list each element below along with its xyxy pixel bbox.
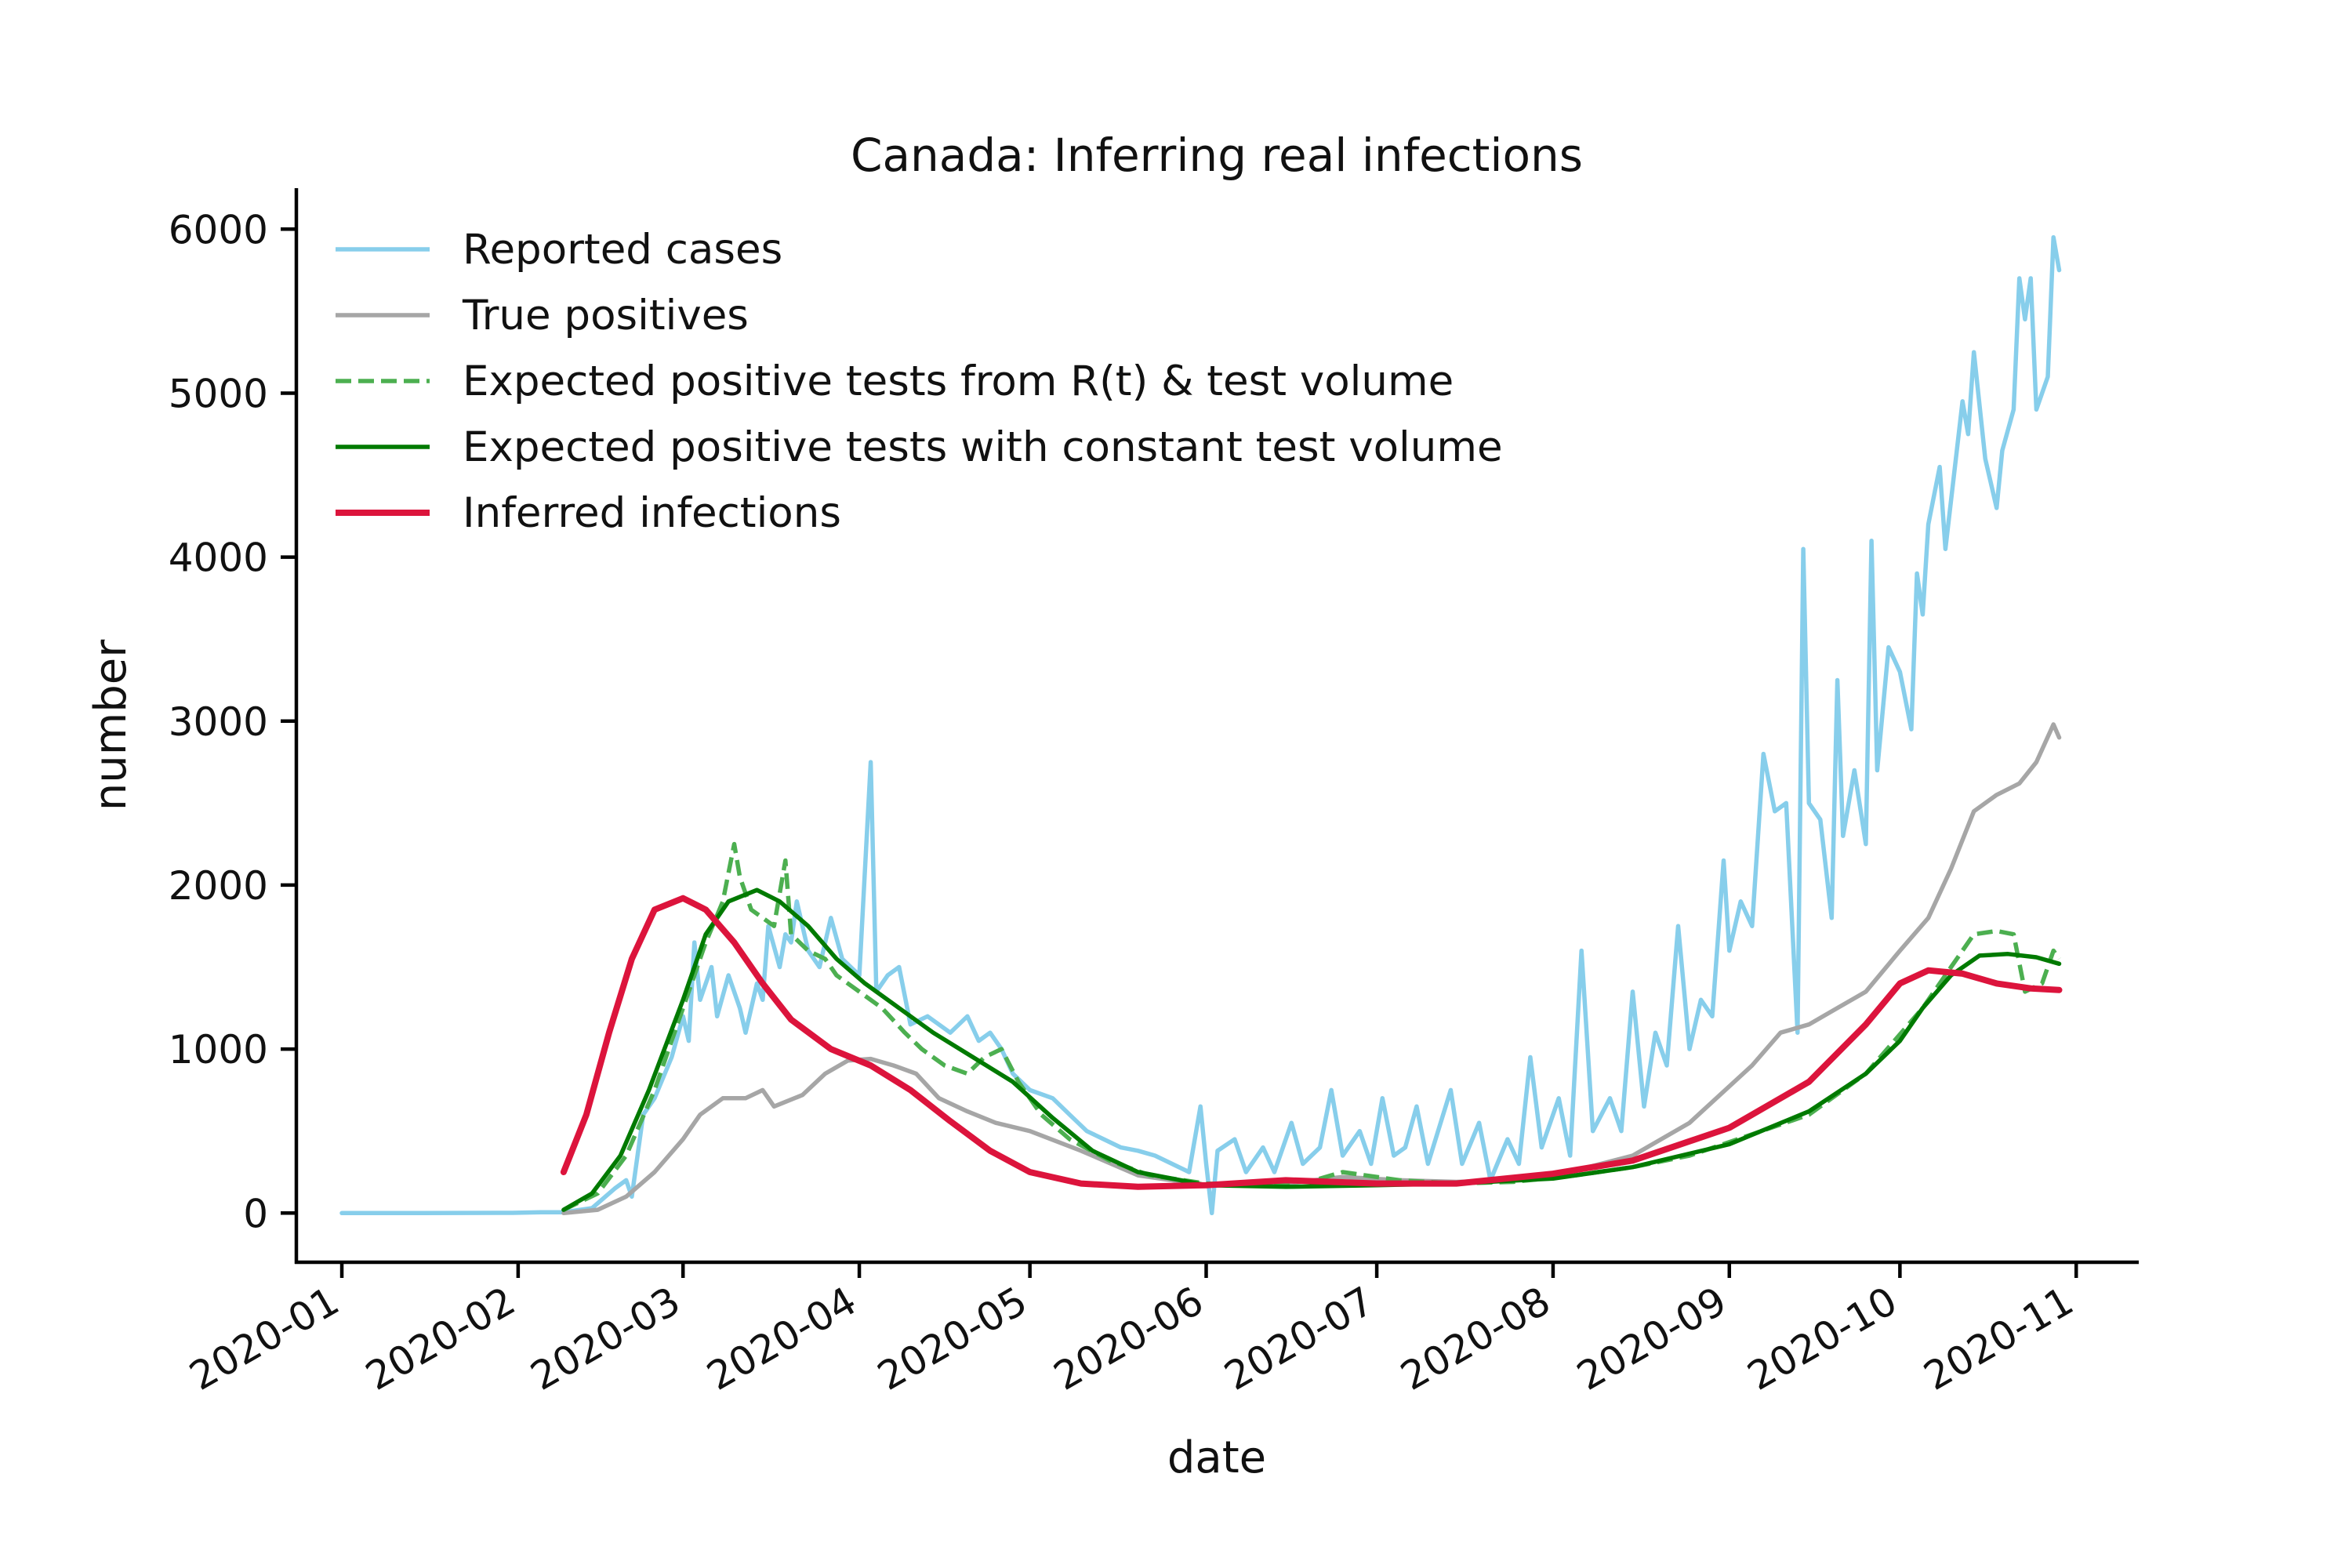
x-tick-label: 2020-05 (870, 1278, 1035, 1399)
x-tick-label: 2020-01 (182, 1278, 347, 1399)
y-tick-label: 2000 (169, 863, 268, 909)
x-tick-label: 2020-10 (1740, 1278, 1904, 1399)
y-axis-ticks: 0 1000 2000 3000 4000 5000 6000 (169, 207, 296, 1236)
legend-label-2: True positives (462, 292, 749, 339)
x-axis-label: date (1167, 1432, 1266, 1483)
y-tick-label: 6000 (169, 207, 268, 252)
series-line-1 (339, 234, 2062, 1216)
legend-label-5: Inferred infections (463, 489, 841, 537)
y-tick-label: 5000 (169, 371, 268, 416)
y-tick-label: 4000 (169, 535, 268, 581)
y-tick-label: 1000 (169, 1027, 268, 1073)
x-tick-label: 2020-06 (1047, 1278, 1211, 1399)
x-tick-label: 2020-03 (523, 1278, 688, 1399)
x-tick-label: 2020-07 (1217, 1278, 1381, 1399)
y-tick-label: 3000 (169, 699, 268, 745)
y-tick-label: 0 (243, 1191, 268, 1236)
x-tick-label: 2020-02 (358, 1278, 523, 1399)
legend: Reported cases True positives Expected pos… (336, 226, 1503, 537)
x-tick-label: 2020-09 (1570, 1278, 1734, 1399)
plot-area (339, 234, 2063, 1216)
x-axis-ticks: 2020-01 2020-02 2020-03 2020-04 2020-05 2020-… (182, 1262, 2081, 1399)
chart-title: Canada: Inferring real infections (851, 129, 1583, 182)
series-line-5 (560, 895, 2063, 1190)
y-axis-label: number (85, 639, 136, 811)
legend-label-4: Expected positive tests with constant te… (463, 423, 1503, 471)
legend-label-1: Reported cases (463, 226, 782, 274)
legend-label-3: Expected positive tests from R(t) & test… (463, 358, 1454, 405)
series-line-4 (561, 887, 2062, 1212)
x-tick-label: 2020-11 (1916, 1278, 2081, 1399)
x-tick-label: 2020-04 (699, 1278, 864, 1399)
x-tick-label: 2020-08 (1393, 1278, 1558, 1399)
